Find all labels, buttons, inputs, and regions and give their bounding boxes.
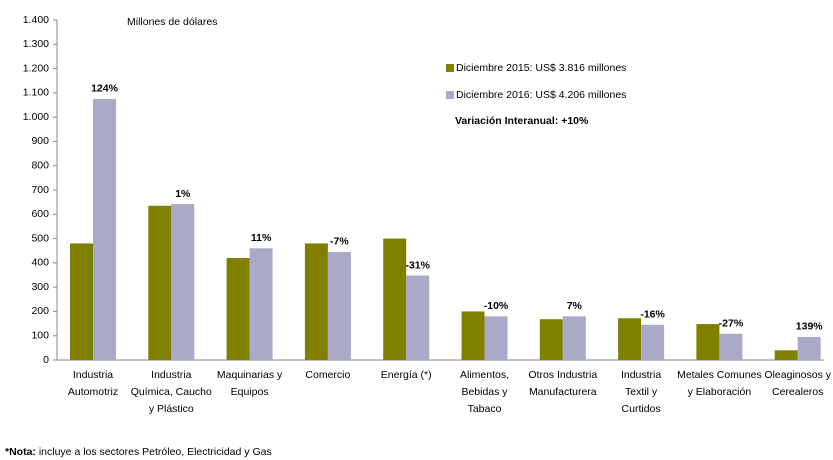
x-tick-label: Metales Comunes y Elaboración: [677, 369, 762, 398]
y-tick-label: 1.200: [23, 62, 49, 74]
bar: [539, 319, 563, 360]
note: *Nota: incluye a los sectores Petróleo, …: [5, 446, 272, 458]
x-tick-line: Otros Industria: [528, 369, 597, 381]
y-tick-label: 600: [31, 208, 49, 220]
bar: [327, 251, 351, 360]
legend-label: Diciembre 2015: US$ 3.816 millones: [456, 62, 626, 74]
bar: [719, 333, 743, 360]
bar: [641, 324, 665, 360]
bar: [406, 275, 430, 360]
legend-swatch: [446, 91, 454, 99]
bar: [797, 336, 821, 360]
y-tick-label: 900: [31, 135, 49, 147]
x-tick-line: Bebidas y: [461, 386, 508, 398]
note-lead: *Nota:: [5, 446, 36, 458]
x-tick-label: Industria Química, Caucho y Plástico: [131, 369, 212, 415]
legend-label: Diciembre 2016: US$ 4.206 millones: [456, 89, 626, 101]
summary: Variación Interanual: +10%: [455, 115, 589, 127]
variation-label: 7%: [567, 300, 583, 312]
bar: [93, 98, 116, 360]
x-tick-label: Comercio: [305, 369, 350, 381]
x-tick-line: Automotriz: [68, 386, 118, 398]
bar: [383, 238, 407, 360]
x-tick-line: Comercio: [305, 369, 350, 381]
x-tick-line: Equipos: [231, 386, 269, 398]
bar: [618, 318, 642, 360]
y-tick-label: 200: [31, 305, 49, 317]
x-tick-line: Química, Caucho: [131, 386, 212, 398]
bar: [484, 316, 508, 360]
bar: [562, 316, 586, 360]
x-tick-line: Maquinarias y: [217, 369, 283, 381]
y-tick-label: 500: [31, 232, 49, 244]
y-tick-label: 700: [31, 184, 49, 196]
unit-label: Millones de dólares: [127, 16, 217, 28]
x-tick-label: Maquinarias y Equipos: [217, 369, 283, 398]
x-tick-line: Tabaco: [468, 403, 502, 415]
x-tick-line: Textil y: [625, 386, 658, 398]
bar: [696, 324, 720, 360]
legend-swatch: [446, 64, 454, 72]
x-tick-line: Curtidos: [622, 403, 661, 415]
variation-label: -10%: [484, 300, 509, 312]
y-tick-label: 1.400: [23, 14, 49, 26]
x-tick-label: Industria Automotriz: [68, 369, 118, 398]
y-tick-label: 400: [31, 257, 49, 269]
variation-label: 1%: [175, 188, 191, 200]
y-tick-label: 0: [43, 354, 49, 366]
variation-label: -16%: [640, 309, 665, 321]
variation-label: -27%: [719, 318, 744, 330]
variation-label: -7%: [330, 236, 349, 248]
y-tick-label: 300: [31, 281, 49, 293]
bar: [461, 311, 485, 360]
bar: [249, 248, 273, 360]
bar: [148, 205, 172, 360]
x-tick-line: y Elaboración: [688, 386, 752, 398]
variation-label: 124%: [91, 83, 119, 95]
x-tick-label: Alimentos, Bebidas y Tabaco: [460, 369, 509, 415]
x-tick-label: Otros Industria Manufacturera: [528, 369, 597, 398]
x-tick-label: Energía (*): [381, 369, 432, 381]
x-tick-label: Industria Textil y Curtidos: [621, 369, 661, 415]
y-tick-label: 100: [31, 329, 49, 341]
variation-label: 139%: [796, 321, 824, 333]
bar: [774, 350, 798, 360]
x-tick-line: y Plástico: [149, 403, 194, 415]
bar: [171, 204, 195, 360]
x-tick-line: Manufacturera: [529, 386, 597, 398]
y-tick-label: 1.100: [23, 87, 49, 99]
x-tick-line: Cerealeros: [772, 386, 823, 398]
x-tick-line: Oleaginosos y: [764, 369, 831, 381]
x-tick-line: Industria: [73, 369, 113, 381]
x-tick-line: Metales Comunes: [677, 369, 762, 381]
y-tick-label: 1.000: [23, 111, 49, 123]
bar: [226, 258, 250, 360]
y-tick-label: 1.300: [23, 38, 49, 50]
x-tick-line: Industria: [621, 369, 661, 381]
note-text: incluye a los sectores Petróleo, Electri…: [36, 446, 272, 458]
x-tick-line: Energía (*): [381, 369, 432, 381]
bar: [70, 243, 93, 360]
x-tick-line: Industria: [151, 369, 191, 381]
variation-label: 11%: [251, 232, 272, 244]
x-tick-label: Oleaginosos y Cerealeros: [764, 369, 831, 398]
x-tick-line: Alimentos,: [460, 369, 509, 381]
variation-label: -31%: [405, 259, 430, 271]
bar: [304, 243, 328, 360]
y-tick-label: 800: [31, 159, 49, 171]
